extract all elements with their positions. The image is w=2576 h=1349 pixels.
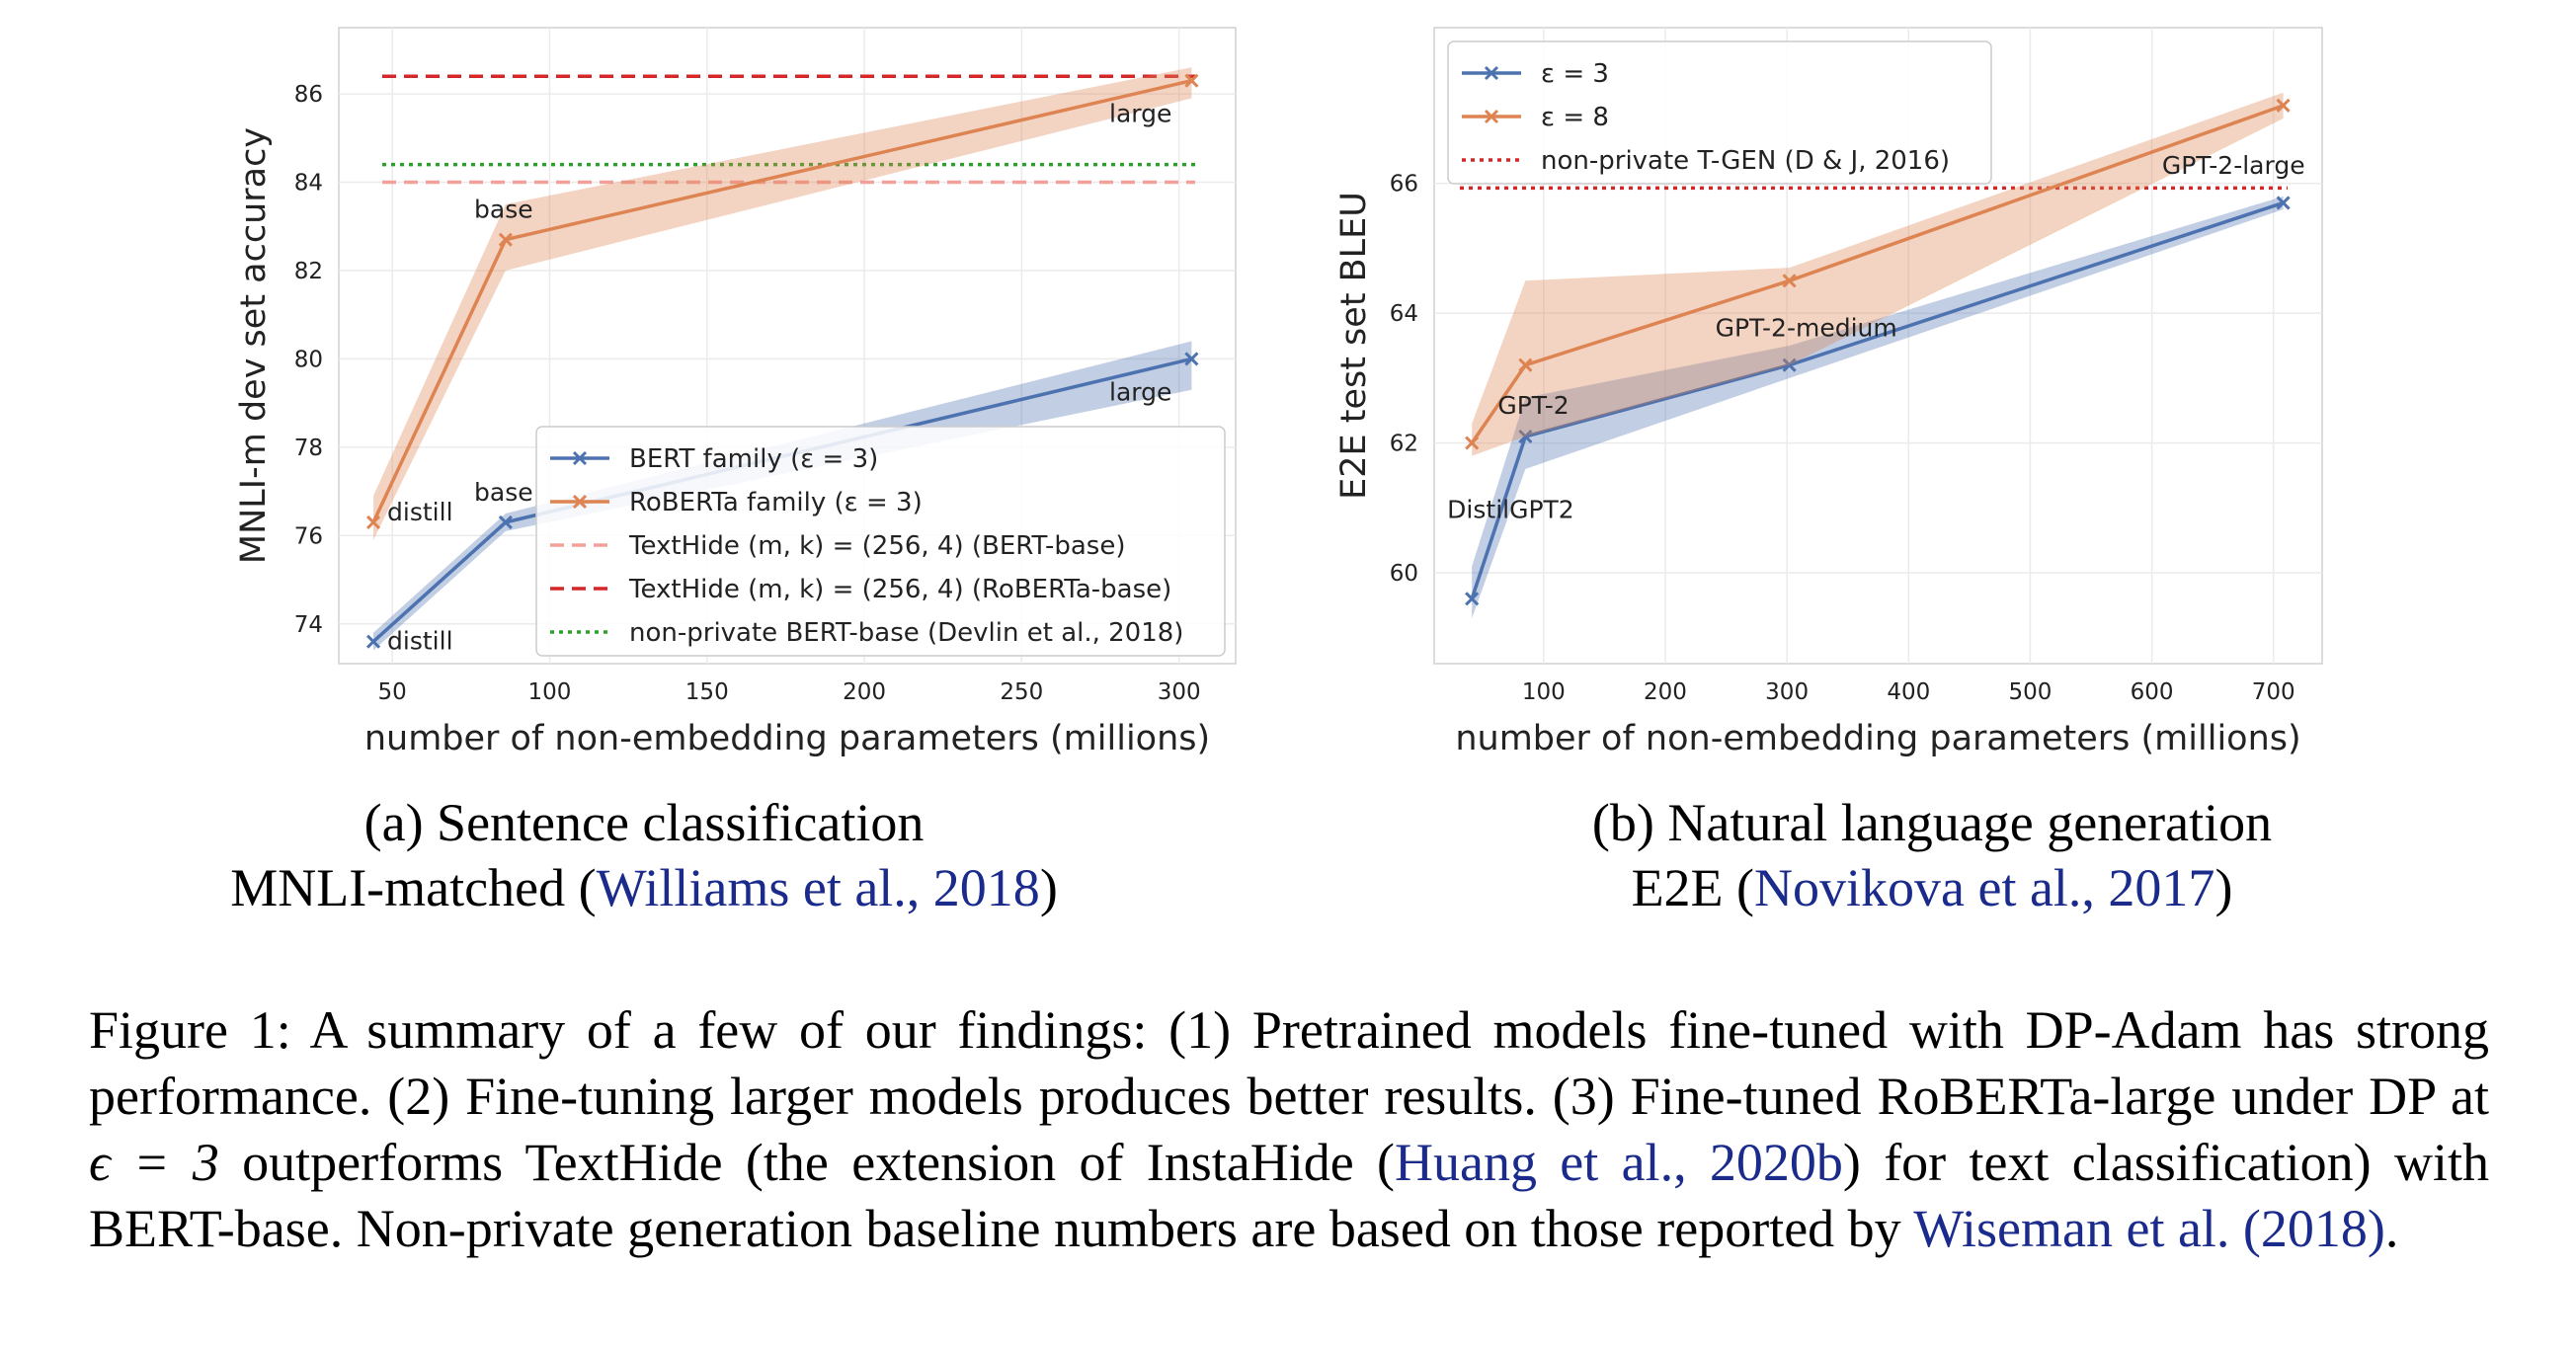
caption-b-line2: E2E (Novikova et al., 2017) xyxy=(1288,855,2576,920)
figure-caption-math: ϵ = 3 xyxy=(89,1133,219,1192)
caption-b-pre: E2E ( xyxy=(1631,858,1755,917)
data-point-marker xyxy=(1465,592,1480,606)
data-point-marker xyxy=(1518,429,1533,444)
y-tick-label: 60 xyxy=(1390,561,1418,587)
x-tick-label: 700 xyxy=(2252,679,2295,705)
point-annotation: large xyxy=(1109,377,1171,406)
legend-marker xyxy=(572,450,588,466)
data-point-marker xyxy=(1782,274,1797,288)
legend-label: ε = 8 xyxy=(1541,103,1609,132)
y-tick-label: 84 xyxy=(294,171,323,197)
figure-caption-part3: ) for text classification) with BERT-bas… xyxy=(89,1133,2489,1258)
y-tick-label: 74 xyxy=(294,612,323,638)
point-annotation: DistilGPT2 xyxy=(1447,495,1574,523)
figure-caption-part2: outperforms TextHide (the extension of I… xyxy=(218,1133,1396,1192)
point-annotation: distill xyxy=(387,498,452,526)
caption-b: (b) Natural language generation E2E (Nov… xyxy=(1288,790,2576,920)
legend-label: TextHide (m, k) = (256, 4) (BERT-base) xyxy=(628,531,1125,561)
x-tick-label: 100 xyxy=(1522,679,1566,705)
x-axis-label: number of non-embedding parameters (mill… xyxy=(1455,719,2300,758)
legend-marker xyxy=(1484,109,1499,124)
data-point-marker xyxy=(1518,357,1533,372)
chart-b-language-generation: 100 200 300 400 500 600 700 60 62 64 66 number of n… xyxy=(1334,27,2323,758)
series-line xyxy=(1470,200,2285,599)
legend-label: BERT family (ε = 3) xyxy=(629,444,878,474)
x-tick-label: 50 xyxy=(378,679,407,705)
caption-b-post: ) xyxy=(2214,858,2233,917)
y-tick-label: 86 xyxy=(294,82,323,108)
data-point-marker xyxy=(365,515,381,529)
point-annotation: distill xyxy=(387,627,452,656)
legend-label: non-private BERT-base (Devlin et al., 20… xyxy=(629,618,1183,648)
x-tick-label: 200 xyxy=(843,679,886,705)
data-point-marker xyxy=(2276,98,2291,113)
x-tick-label: 100 xyxy=(528,679,572,705)
point-annotation: base xyxy=(474,478,533,507)
y-tick-label: 82 xyxy=(294,259,323,284)
confidence-band xyxy=(1472,92,2284,456)
y-axis-label: E2E test set BLEU xyxy=(1334,192,1374,500)
caption-a-post: ) xyxy=(1039,858,1058,917)
y-tick-label: 80 xyxy=(294,347,323,372)
y-tick-label: 64 xyxy=(1390,301,1418,327)
williams-citation-link[interactable]: Williams et al., 2018 xyxy=(596,858,1040,917)
novikova-citation-link[interactable]: Novikova et al., 2017 xyxy=(1754,858,2215,917)
x-tick-label: 150 xyxy=(685,679,729,705)
wiseman-citation-link[interactable]: Wiseman et al. (2018) xyxy=(1913,1199,2385,1258)
point-annotation: large xyxy=(1109,100,1171,128)
legend-label: ε = 3 xyxy=(1541,59,1609,89)
legend-marker xyxy=(572,494,588,510)
caption-a-line2: MNLI-matched (Williams et al., 2018) xyxy=(0,855,1288,920)
caption-b-line1: (b) Natural language generation xyxy=(1591,793,2273,852)
legend-label: RoBERTa family (ε = 3) xyxy=(629,488,923,517)
y-tick-label: 66 xyxy=(1390,172,1418,198)
data-point-marker xyxy=(1184,73,1199,88)
point-annotation: GPT-2-medium xyxy=(1716,313,1897,342)
figure-caption-part4: . xyxy=(2384,1199,2399,1258)
figure-caption-part1: Figure 1: A summary of a few of our find… xyxy=(89,1000,2489,1126)
data-point-marker xyxy=(1782,357,1797,372)
legend-label: non-private T-GEN (D & J, 2016) xyxy=(1541,146,1950,176)
legend-label: TextHide (m, k) = (256, 4) (RoBERTa-base… xyxy=(628,575,1171,604)
x-tick-label: 300 xyxy=(1765,679,1809,705)
legend-box xyxy=(535,426,1226,657)
data-point-marker xyxy=(498,515,513,529)
chart-a-sentence-classification: 50 100 150 200 250 300 74 76 78 80 82 84 86 number of… xyxy=(234,27,1237,758)
data-point-marker xyxy=(365,634,381,649)
y-axis-label: MNLI-m dev set accuracy xyxy=(234,127,274,564)
figure-caption: Figure 1: A summary of a few of our find… xyxy=(89,997,2489,1262)
x-tick-label: 500 xyxy=(2008,679,2052,705)
y-tick-label: 62 xyxy=(1390,432,1418,457)
confidence-band xyxy=(373,67,1192,540)
y-tick-label: 78 xyxy=(294,436,323,461)
x-tick-label: 200 xyxy=(1644,679,1687,705)
caption-a-pre: MNLI-matched ( xyxy=(230,858,597,917)
point-annotation: base xyxy=(474,196,533,224)
series-line xyxy=(1470,104,2285,444)
point-annotation: GPT-2-large xyxy=(2162,151,2305,180)
data-point-marker xyxy=(1465,436,1480,450)
point-annotation: GPT-2 xyxy=(1497,391,1569,420)
huang-citation-link[interactable]: Huang et al., 2020b xyxy=(1395,1133,1843,1192)
data-point-marker xyxy=(1184,352,1199,366)
x-tick-label: 300 xyxy=(1158,679,1201,705)
legend-box xyxy=(1447,40,1992,185)
caption-a: (a) Sentence classification MNLI-matched… xyxy=(0,790,1288,920)
confidence-band xyxy=(373,341,1192,651)
x-tick-label: 250 xyxy=(1000,679,1043,705)
legend-marker xyxy=(1484,65,1499,81)
x-axis-label: number of non-embedding parameters (mill… xyxy=(364,719,1210,758)
caption-a-line1: (a) Sentence classification xyxy=(363,793,925,852)
x-tick-label: 400 xyxy=(1887,679,1930,705)
x-tick-label: 600 xyxy=(2131,679,2174,705)
y-tick-label: 76 xyxy=(294,523,323,549)
data-point-marker xyxy=(498,232,513,247)
data-point-marker xyxy=(2276,196,2291,210)
